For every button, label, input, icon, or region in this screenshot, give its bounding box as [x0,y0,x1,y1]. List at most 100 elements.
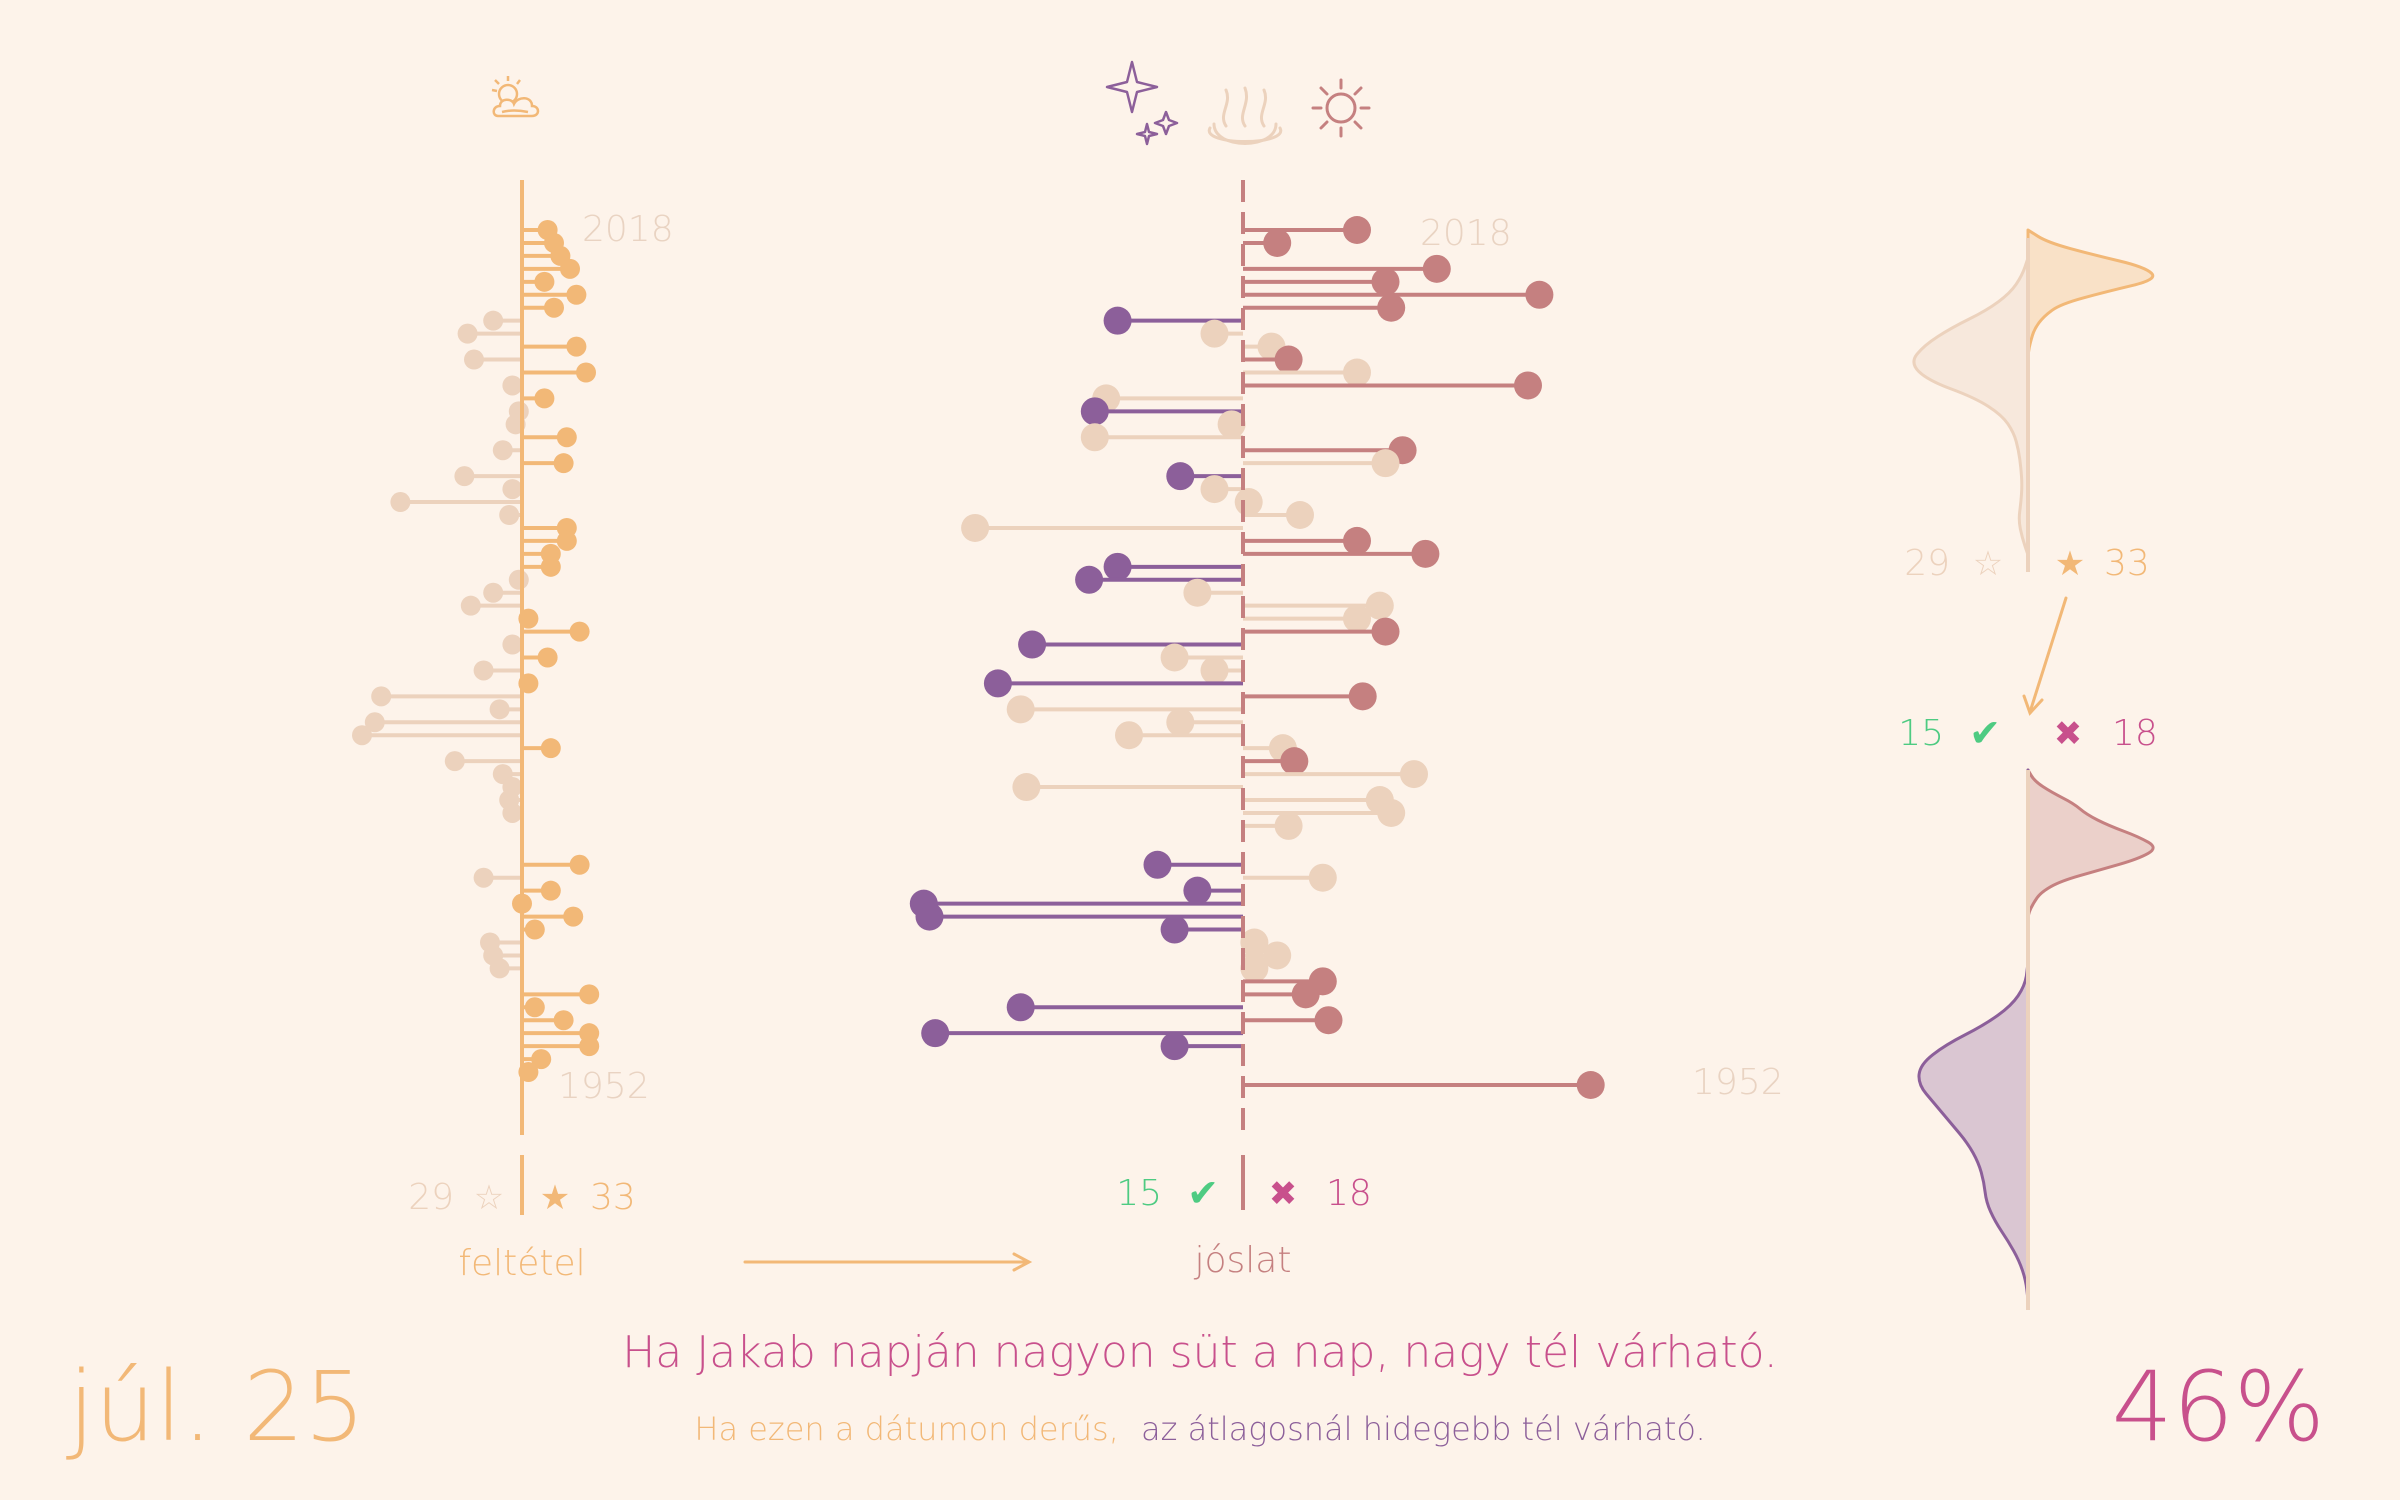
explanation-prediction: az átlagosnál hidegebb tél várható. [1141,1410,1706,1448]
percent-label: 46% [2112,1351,2325,1463]
explanation-line: Ha ezen a dátumon derűs, az átlagosnál h… [694,1410,1705,1448]
prediction-point [1525,280,1554,309]
prediction-year-top: 2018 [1420,213,1512,254]
condition-point [371,686,392,707]
condition-lollipop-chart [352,220,600,1083]
prediction-point [1166,708,1195,737]
explanation-condition: Ha ezen a dátumon derűs, [694,1410,1118,1448]
distribution-star-empty-icon: ☆ [1973,544,2003,584]
prediction-label: jóslat [1194,1240,1292,1281]
prediction-point [1411,539,1440,568]
date-label: júl. 25 [66,1351,365,1463]
condition-point [460,595,481,616]
distribution-condition-not-met-area [1912,256,2030,557]
prediction-point [1115,721,1143,750]
prediction-point [1160,643,1189,672]
prediction-point [1080,423,1109,452]
condition-point [537,647,558,668]
condition-point [464,349,484,370]
condition-point [531,1049,552,1070]
prediction-point [1343,526,1371,555]
prediction-point [983,669,1012,698]
prediction-point [1200,319,1229,348]
distribution-condition-met-area [2026,228,2155,442]
condition-point [524,997,545,1018]
prediction-point [921,1019,950,1048]
prediction-count-correct: 15 [1116,1173,1162,1214]
star-empty-icon: ☆ [474,1178,504,1218]
condition-point [352,725,372,746]
proverb-title: Ha Jakab napján nagyon süt a nap, nagy t… [622,1327,1778,1378]
condition-point [489,958,510,979]
condition-point [454,466,475,487]
prediction-point [1400,760,1428,789]
condition-point [524,919,545,940]
distribution-count-met: 33 [2104,543,2150,584]
condition-point [560,258,580,279]
condition-point [489,699,510,720]
distribution-cross-icon: ✖ [2054,714,2083,754]
distribution-count-not-met: 29 [1904,543,1950,584]
condition-point [499,505,520,525]
condition-point [390,492,411,513]
prediction-point [1377,798,1406,827]
sparkles-icon [1105,60,1179,146]
prediction-point [1280,747,1309,776]
condition-point [534,388,555,409]
prediction-point [1006,993,1035,1022]
star-filled-icon: ★ [540,1178,570,1218]
condition-point [556,427,577,448]
prediction-point [1371,617,1400,646]
prediction-point [961,513,990,542]
prediction-point [1012,773,1041,802]
prediction-point [1263,941,1292,970]
prediction-point [1343,358,1371,387]
distribution-prediction-cold-area [1917,768,2030,1302]
arrow-right-icon [743,1252,1033,1272]
condition-count-not-met: 29 [408,1177,454,1218]
condition-point [579,984,600,1005]
condition-point [483,310,504,331]
condition-point [579,1036,600,1057]
condition-count-met: 33 [590,1177,636,1218]
condition-point [540,738,561,759]
prediction-point [1314,1006,1343,1035]
condition-point [502,479,523,500]
condition-point [492,440,513,461]
prediction-point [1160,1032,1189,1061]
condition-point [364,712,385,733]
condition-point [553,453,574,474]
prediction-point [1160,915,1189,944]
prediction-point [1217,410,1246,439]
cross-icon: ✖ [1269,1174,1298,1214]
condition-point [473,660,494,681]
prediction-point [1348,682,1377,711]
prediction-point [1143,850,1172,879]
condition-label: feltétel [458,1243,585,1284]
condition-point [569,621,590,642]
prediction-point [1343,216,1371,244]
prediction-point [1343,604,1371,633]
prediction-point [1514,371,1542,400]
prediction-point [1371,449,1400,478]
prediction-point [1274,345,1303,374]
prediction-point [1234,488,1263,517]
prediction-point [1377,293,1406,322]
prediction-point [1263,228,1292,257]
prediction-point [1200,656,1229,685]
prediction-point [1200,475,1229,504]
condition-point [502,802,523,823]
prediction-point [1080,397,1109,426]
condition-point [502,634,523,655]
prediction-point [1075,565,1104,594]
condition-point [534,271,555,292]
distribution-count-wrong: 18 [2112,713,2158,754]
prediction-point [1183,578,1212,607]
condition-point [473,867,494,888]
condition-year-bottom: 1952 [558,1066,650,1107]
condition-point [553,1010,574,1031]
condition-point [563,906,584,927]
prediction-point [1103,552,1132,581]
